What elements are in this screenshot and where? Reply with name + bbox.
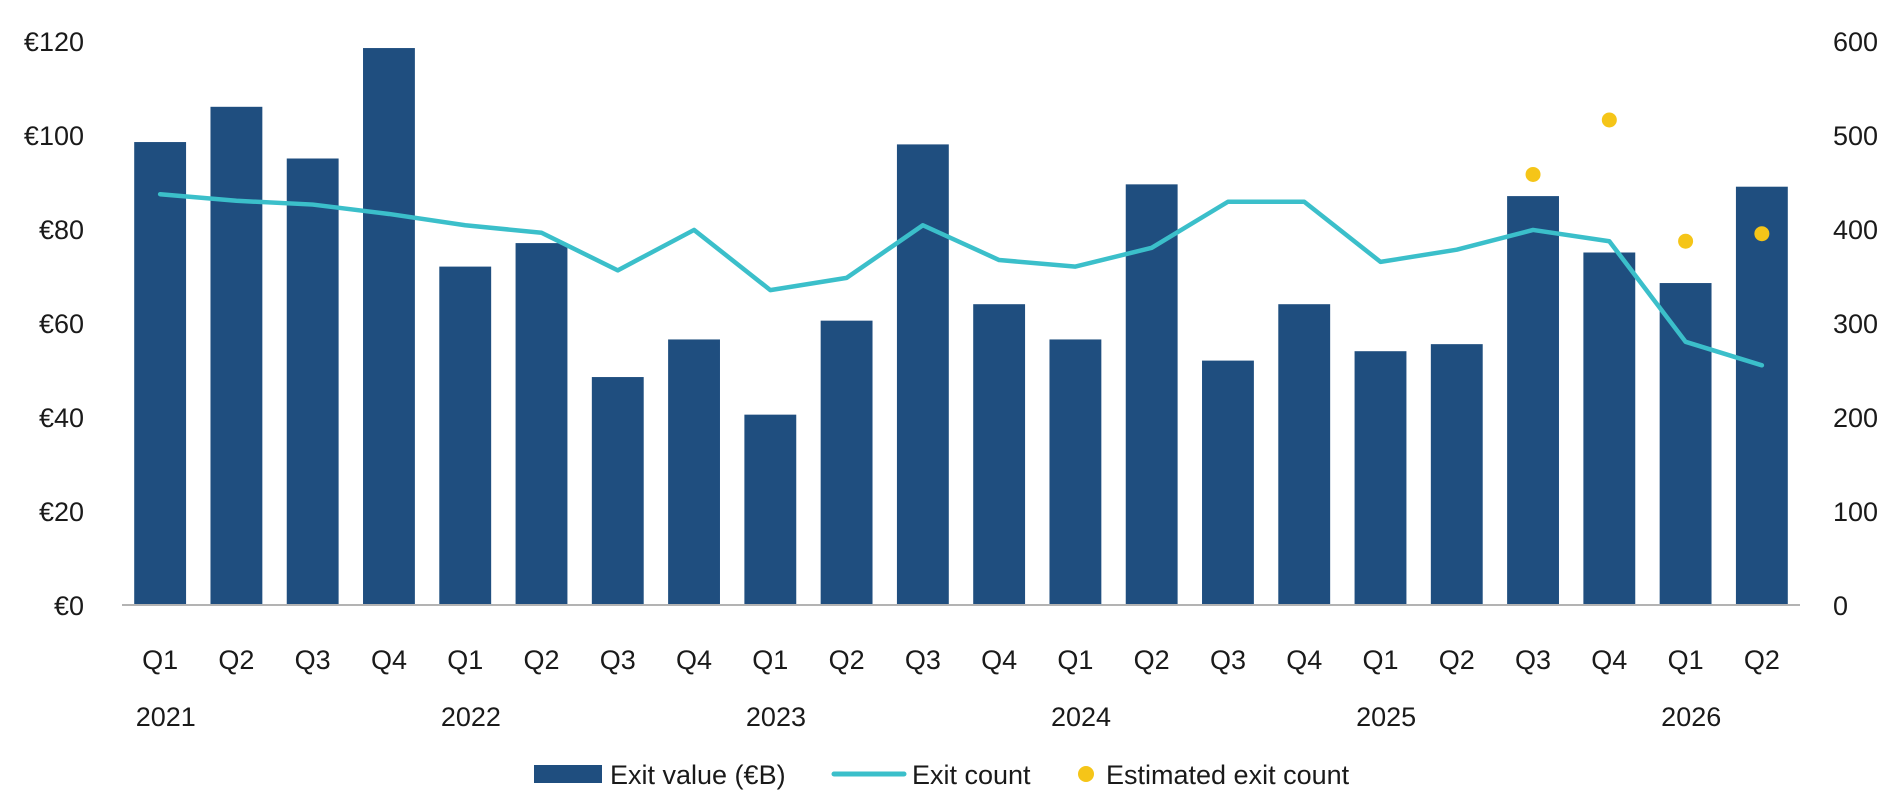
bar-exit-value [286,158,339,605]
quarter-label: Q4 [1591,645,1627,675]
quarter-label: Q1 [1057,645,1093,675]
quarter-label: Q4 [1286,645,1322,675]
line-exit-count [157,191,1765,368]
bar-exit-value [1735,186,1788,605]
quarter-label: Q1 [752,645,788,675]
legend-label-estimated-exit-count: Estimated exit count [1106,760,1350,790]
year-label: 2026 [1661,702,1721,732]
legend: Exit value (€B) Exit count Estimated exi… [534,760,1350,790]
point-estimated-exit-count [1525,166,1541,182]
year-label: 2024 [1051,702,1111,732]
left-tick-label: €100 [24,121,84,151]
quarter-label: Q1 [447,645,483,675]
year-label: 2025 [1356,702,1416,732]
bar-exit-value [973,304,1026,605]
left-tick-label: €40 [39,403,84,433]
quarter-label: Q2 [523,645,559,675]
right-axis-ticks: 0 100 200 300 400 500 600 [1833,27,1878,621]
quarter-label: Q4 [981,645,1017,675]
left-tick-label: €60 [39,309,84,339]
estimated-dots-layer [1525,112,1770,249]
quarter-label: Q2 [829,645,865,675]
quarter-label: Q3 [1210,645,1246,675]
year-label: 2022 [441,702,501,732]
left-tick-label: €0 [54,591,84,621]
right-tick-label: 200 [1833,403,1878,433]
quarter-label: Q2 [218,645,254,675]
quarter-label: Q3 [1515,645,1551,675]
bar-exit-value [210,106,263,606]
year-label: 2023 [746,702,806,732]
bar-exit-value [134,142,187,606]
bar-exit-value [363,48,415,606]
bar-exit-value [820,320,873,605]
bar-exit-value [1049,339,1102,605]
bar-exit-value [1430,344,1483,605]
quarter-label: Q1 [1668,645,1704,675]
point-estimated-exit-count [1678,233,1694,249]
bar-exit-value [515,243,568,605]
bar-exit-value [1202,360,1254,605]
bar-exit-value [1583,252,1636,605]
left-tick-label: €120 [24,27,84,57]
right-tick-label: 300 [1833,309,1878,339]
legend-label-exit-count: Exit count [912,760,1031,790]
right-tick-label: 400 [1833,215,1878,245]
legend-label-exit-value: Exit value (€B) [610,760,786,790]
right-tick-label: 0 [1833,591,1848,621]
bars-layer [134,48,1788,606]
bar-exit-value [1354,351,1407,605]
year-labels: 2021 2022 2023 2024 2025 2026 [136,702,1722,732]
quarter-label: Q3 [295,645,331,675]
quarter-label: Q3 [905,645,941,675]
quarter-label: Q2 [1439,645,1475,675]
exit-count-line-layer [157,191,1765,368]
right-tick-label: 500 [1833,121,1878,151]
bar-exit-value [1125,184,1178,605]
left-axis-ticks: €0 €20 €40 €60 €80 €100 €120 [24,27,84,621]
quarter-label: Q4 [676,645,712,675]
bar-exit-value [591,377,644,605]
legend-swatch-estimated-exit-count [1078,766,1094,782]
bar-exit-value [1659,283,1712,605]
bar-exit-value [1507,196,1559,605]
quarter-label: Q1 [1362,645,1398,675]
quarter-label: Q3 [600,645,636,675]
bar-exit-value [1278,304,1331,605]
left-tick-label: €80 [39,215,84,245]
quarter-labels: Q1 Q2 Q3 Q4 Q1 Q2 Q3 Q4 Q1 Q2 Q3 Q4 Q1 Q2 Q3 Q4 Q1 Q2 Q3 Q4… [142,645,1780,675]
right-tick-label: 600 [1833,27,1878,57]
bar-exit-value [896,144,949,605]
quarter-label: Q4 [371,645,407,675]
year-label: 2021 [136,702,196,732]
point-estimated-exit-count [1601,112,1617,128]
quarter-label: Q1 [142,645,178,675]
bar-exit-value [439,266,492,605]
point-estimated-exit-count [1754,226,1770,242]
bar-exit-value [668,339,720,605]
right-tick-label: 100 [1833,497,1878,527]
bar-exit-value [744,414,797,605]
left-tick-label: €20 [39,497,84,527]
quarter-label: Q2 [1134,645,1170,675]
legend-swatch-exit-value [534,765,602,783]
quarter-label: Q2 [1744,645,1780,675]
